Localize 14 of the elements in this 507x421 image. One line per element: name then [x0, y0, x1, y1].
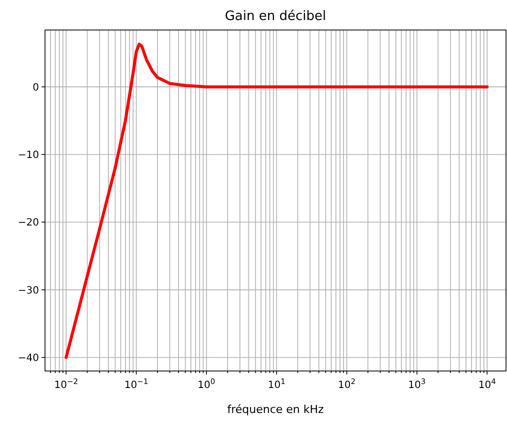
x-tick-label: 10$^{1}$	[268, 376, 286, 391]
x-tick-label: 10$^{0}$	[198, 376, 216, 391]
y-tick-label: 0	[32, 82, 39, 94]
x-tick-label: 10$^{4}$	[478, 376, 496, 391]
chart-title: Gain en décibel	[224, 9, 326, 24]
x-tick-label: 10$^{−1}$	[124, 376, 148, 391]
x-axis-title: fréquence en kHz	[227, 403, 324, 416]
x-tick-label: 10$^{2}$	[338, 376, 356, 391]
x-tick-label: 10$^{3}$	[408, 376, 426, 391]
y-tick-label: −40	[18, 352, 39, 364]
y-tick-label: −20	[18, 218, 39, 229]
y-tick-label: −10	[18, 150, 39, 161]
x-tick-label: 10$^{−2}$	[54, 376, 78, 391]
y-tick-label: −30	[18, 285, 39, 296]
